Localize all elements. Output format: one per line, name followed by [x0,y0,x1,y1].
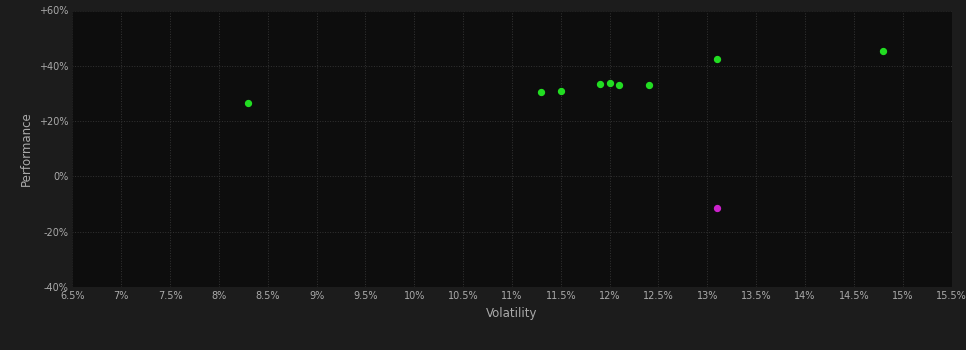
X-axis label: Volatility: Volatility [486,307,538,320]
Point [533,89,549,95]
Point [709,205,724,211]
Point [709,56,724,62]
Point [602,80,617,86]
Point [554,88,569,93]
Y-axis label: Performance: Performance [20,111,33,186]
Point [592,81,608,86]
Point [611,82,627,88]
Point [241,100,256,106]
Point [875,48,891,54]
Point [641,82,657,88]
